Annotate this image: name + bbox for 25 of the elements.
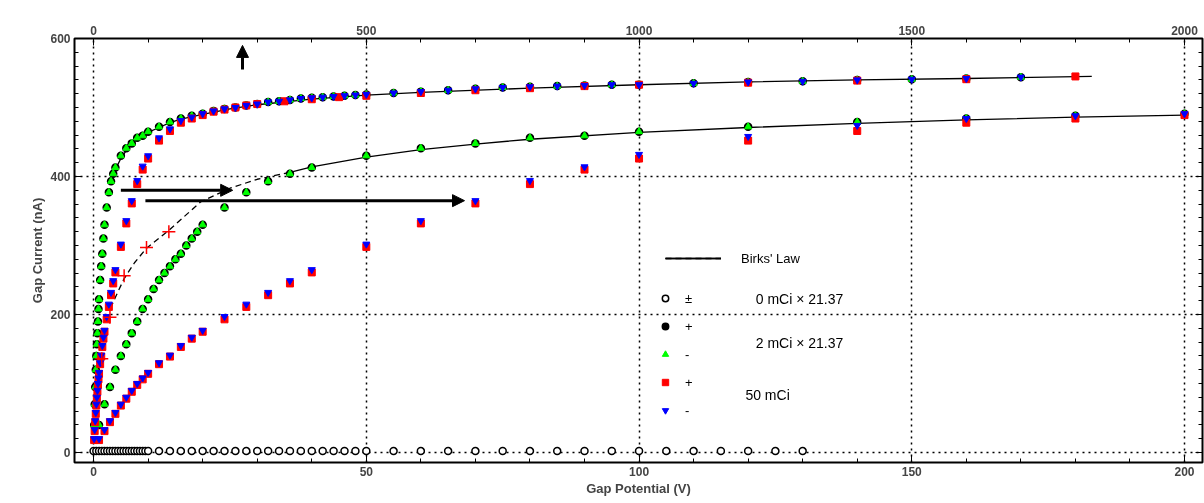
y-tick-label: 200 xyxy=(50,308,71,322)
annotation: 50 mCi xyxy=(745,387,790,404)
y-axis-title: Gap Current (nA) xyxy=(30,197,46,304)
x2-tick-label: 1500 xyxy=(898,23,926,38)
legend-label: - xyxy=(685,345,691,363)
legend-label: + xyxy=(685,317,694,335)
x-tick-label: 50 xyxy=(359,464,374,479)
annotation: 0 mCi × 21.37 xyxy=(755,290,844,307)
annotation: 2 mCi × 21.37 xyxy=(755,334,844,351)
x-tick-label: 200 xyxy=(1174,464,1195,479)
x-tick-label: 100 xyxy=(629,464,650,479)
legend-label: - xyxy=(685,401,691,419)
x2-tick-label: 500 xyxy=(356,23,377,38)
y-tick-label: 400 xyxy=(50,170,71,184)
y-tick-label: 0 xyxy=(63,446,71,460)
y-tick-label: 600 xyxy=(50,32,71,46)
x-tick-label: 150 xyxy=(901,464,923,479)
x2-tick-label: 0 xyxy=(90,23,98,38)
x-tick-label: 0 xyxy=(90,464,98,479)
legend-label: ± xyxy=(685,289,694,307)
x-axis-title: Gap Potential (V) xyxy=(586,480,691,496)
legend-label: Birks' Law xyxy=(741,249,800,267)
x2-tick-label: 2000 xyxy=(1171,23,1199,38)
x2-tick-label: 1000 xyxy=(625,23,653,38)
legend-label: + xyxy=(685,373,694,391)
